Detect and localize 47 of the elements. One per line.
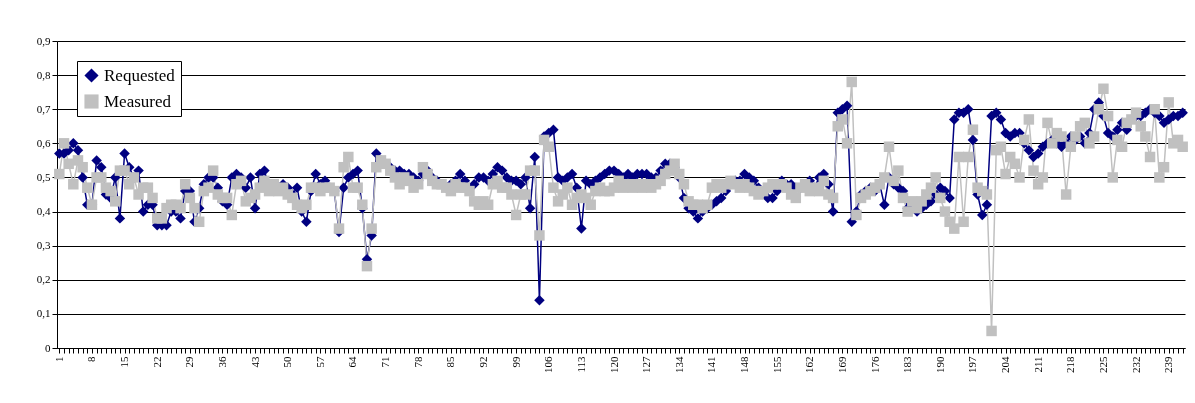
x-tick-label: 8 [85, 356, 98, 362]
x-tick-label: 232 [1129, 356, 1142, 373]
y-tick-label: 0,1 [36, 307, 51, 320]
x-tick-label: 141 [705, 356, 718, 373]
y-tick-label: 0,8 [36, 68, 51, 81]
y-tick-label: 0,9 [36, 34, 51, 47]
x-tick-label: 71 [379, 356, 392, 368]
x-tick-label: 99 [509, 356, 522, 368]
x-tick-label: 1 [52, 356, 65, 362]
x-tick-label: 148 [738, 356, 751, 373]
x-tick-label: 43 [248, 356, 261, 368]
x-tick-label: 218 [1064, 356, 1077, 373]
x-tick-label: 29 [183, 356, 196, 368]
x-tick-label: 36 [215, 356, 228, 368]
x-tick-label: 176 [868, 356, 881, 373]
y-tick-label: 0,5 [36, 170, 51, 183]
x-tick-label: 50 [281, 356, 294, 368]
y-tick-label: 0,2 [36, 273, 51, 286]
legend-label: Measured [104, 91, 172, 111]
x-tick-label: 106 [542, 356, 555, 373]
x-tick-label: 197 [966, 356, 979, 373]
x-tick-label: 92 [477, 356, 489, 368]
x-tick-label: 169 [835, 356, 848, 373]
x-tick-label: 211 [1031, 356, 1044, 373]
x-tick-label: 22 [150, 356, 163, 368]
y-tick-label: 0,7 [36, 102, 51, 115]
x-tick-label: 64 [346, 356, 359, 368]
x-tick-label: 204 [999, 356, 1012, 373]
y-tick-label: 0,3 [36, 239, 51, 252]
x-tick-label: 190 [933, 356, 946, 373]
x-tick-label: 162 [803, 356, 816, 373]
x-tick-label: 85 [444, 356, 457, 368]
x-tick-label: 183 [901, 356, 914, 373]
x-tick-label: 57 [313, 356, 326, 368]
y-tick-label: 0 [45, 341, 51, 354]
x-tick-label: 15 [118, 356, 131, 368]
x-tick-label: 78 [411, 356, 424, 368]
x-tick-label: 225 [1096, 356, 1109, 373]
x-tick-label: 134 [672, 356, 685, 373]
x-tick-label: 120 [607, 356, 620, 373]
x-tick-label: 155 [770, 356, 783, 373]
legend-label: Requested [104, 65, 176, 85]
x-tick-label: 127 [640, 356, 653, 373]
y-tick-label: 0,6 [36, 136, 51, 149]
x-tick-label: 113 [574, 356, 587, 373]
x-tick-label: 239 [1162, 356, 1175, 373]
y-tick-label: 0,4 [36, 205, 51, 218]
